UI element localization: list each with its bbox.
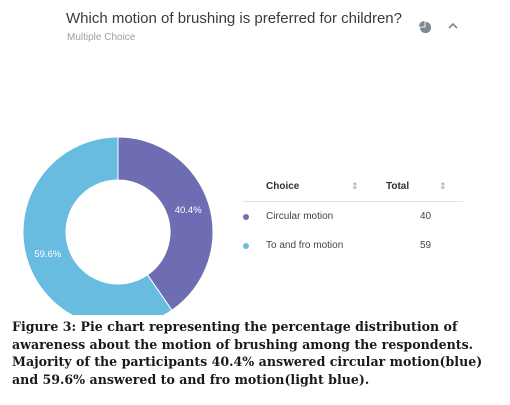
chevron-up-icon[interactable]: [447, 21, 459, 31]
choice-to-and-fro: To and fro motion: [266, 240, 344, 251]
legend-dot-to-and-fro: [243, 243, 249, 249]
sort-choice-icon[interactable]: ⇕: [351, 181, 359, 191]
slice-label-circular-motion: 40.4%: [175, 205, 202, 216]
figure-caption: Figure 3: Pie chart representing the per…: [12, 319, 483, 387]
slice-label-to-and-fro-motion: 59.6%: [34, 249, 61, 260]
poll-result-card: Which motion of brushing is preferred fo…: [22, 10, 463, 315]
header-choice[interactable]: Choice: [266, 181, 300, 192]
slice-circular-motion[interactable]: [117, 136, 214, 311]
sort-total-icon[interactable]: ⇕: [439, 181, 447, 191]
donut-chart: 40.4% 59.6%: [22, 136, 214, 315]
pie-chart-icon[interactable]: [419, 21, 432, 34]
question-title: Which motion of brushing is preferred fo…: [66, 10, 402, 27]
total-circular: 40: [420, 211, 432, 222]
results-table: Choice ⇕ Total ⇕ Circular motion 40 To a…: [243, 175, 463, 260]
table-header: Choice ⇕ Total ⇕: [243, 175, 463, 202]
header-total[interactable]: Total: [386, 181, 410, 192]
question-type-label: Multiple Choice: [67, 32, 136, 43]
slice-to-and-fro-motion[interactable]: [22, 136, 173, 315]
legend-dot-circular: [243, 214, 249, 220]
choice-circular: Circular motion: [266, 211, 334, 222]
total-to-and-fro: 59: [420, 240, 432, 251]
table-row: Circular motion 40: [243, 202, 463, 231]
table-row: To and fro motion 59: [243, 231, 463, 260]
